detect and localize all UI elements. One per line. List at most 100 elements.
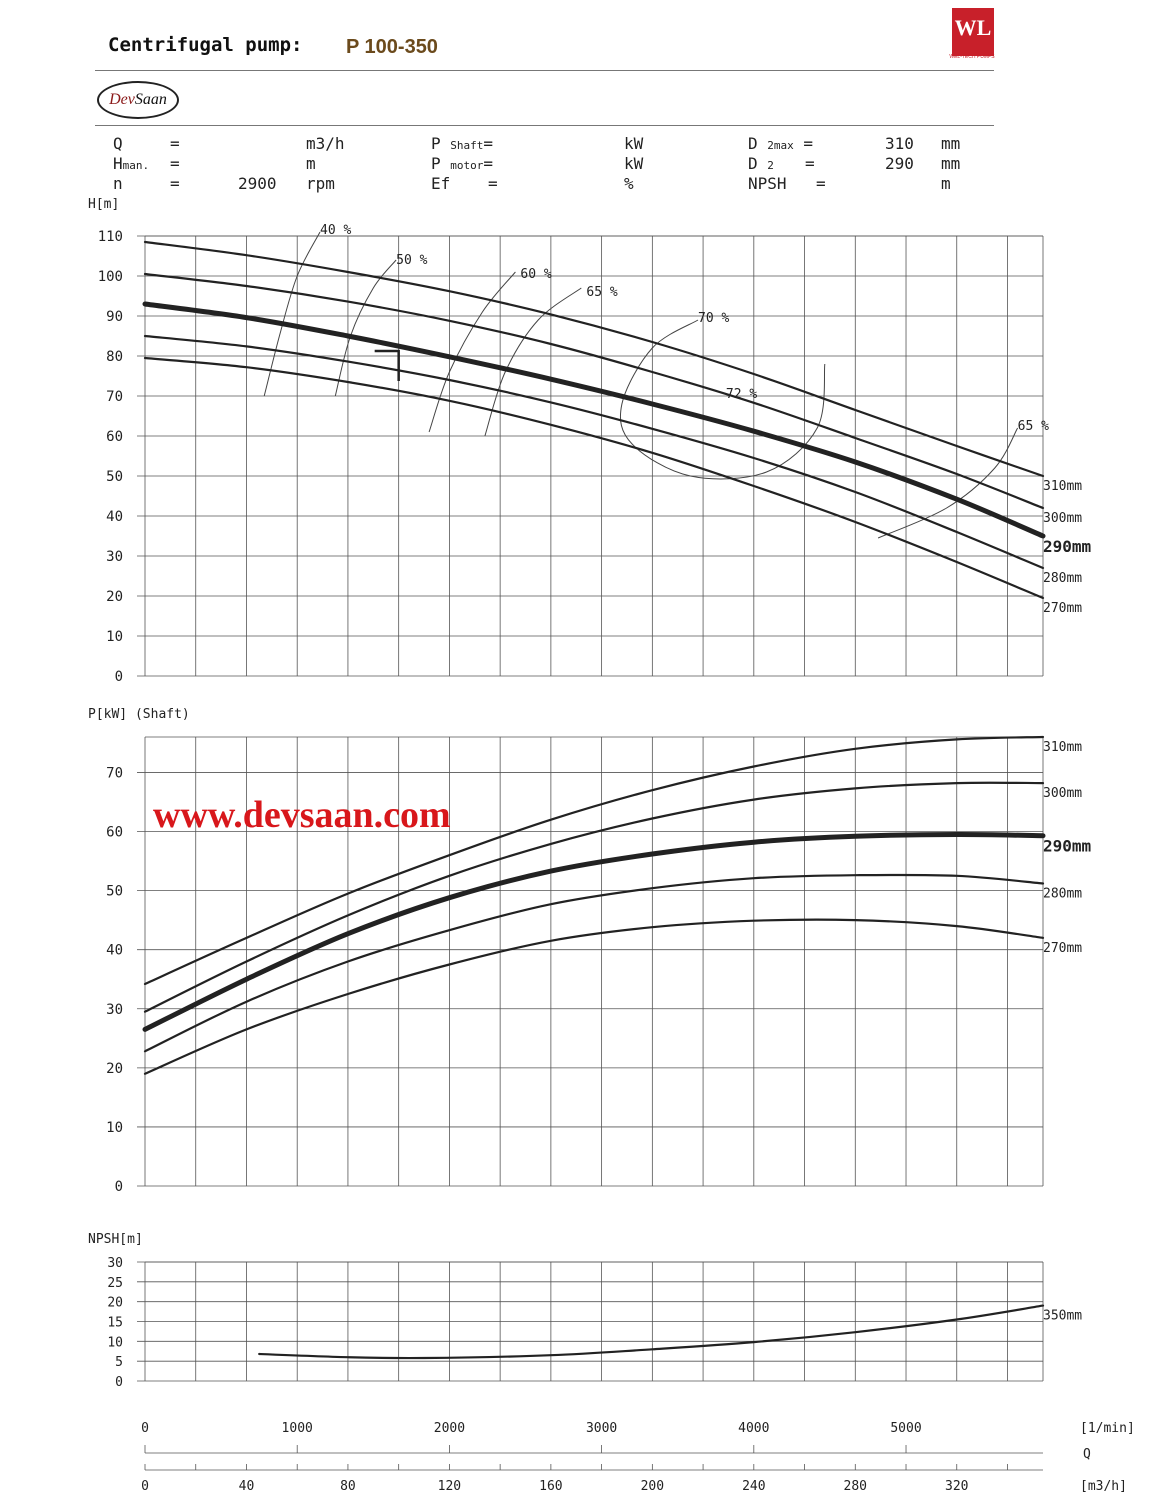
efficiency-label: 72 % [726,387,757,402]
param-h-unit: m [306,154,316,173]
brand-mark: WL [954,15,992,40]
y-tick-label: 30 [106,549,123,565]
y-tick-label: 60 [106,825,123,841]
param-d2-value: 290 [885,154,914,173]
param-p-motor: P motor= [431,154,493,173]
efficiency-label: 65 % [1018,419,1049,434]
param-label: Q [113,134,123,153]
y-axis-label: H[m] [88,197,119,212]
y-tick-label: 10 [106,1120,123,1136]
rpm-tick-label: 5000 [890,1421,921,1436]
y-tick-label: 110 [98,229,123,245]
series-curve-290mm [142,831,1046,1032]
param-sub: Shaft [450,139,484,152]
param-h: Hman. [113,154,149,173]
m3h-tick-label: 80 [340,1479,356,1494]
series-curve-310mm [143,735,1045,986]
efficiency-label: 40 % [320,223,351,238]
series-label: 300mm [1043,511,1082,526]
param-d2: D 2 [748,154,774,173]
y-tick-label: 15 [107,1316,123,1331]
efficiency-label: 50 % [396,253,427,268]
series-label: 290mm [1043,537,1092,556]
param-p-shaft: P Shaft= [431,134,493,153]
q-axis-label: Q [1083,1447,1091,1462]
y-tick-label: 30 [107,1256,123,1271]
param-d2max: D 2max = [748,134,813,153]
series-label: 280mm [1043,571,1082,586]
m3h-tick-label: 240 [742,1479,765,1494]
param-h-eq: = [170,154,180,173]
param-p-motor-unit: kW [624,154,644,173]
series-curve-270mm [143,356,1045,600]
m3h-tick-label: 280 [844,1479,867,1494]
param-n-eq: = [170,174,180,193]
param-n: n [113,174,123,193]
param-q: Q [113,134,123,153]
param-n-unit: rpm [306,174,335,193]
m3h-tick-label: 160 [539,1479,562,1494]
y-tick-label: 50 [106,884,123,900]
y-tick-label: 20 [106,1061,123,1077]
series-curve-300mm [143,781,1045,1013]
param-sub: man. [122,159,150,172]
m3h-tick-label: 0 [141,1479,149,1494]
y-tick-label: 50 [106,469,123,485]
param-label: P [431,134,441,153]
y-tick-label: 20 [107,1296,123,1311]
y-tick-label: 20 [106,589,123,605]
devsaan-logo: DevSaan [97,81,179,119]
param-sup: 2max [767,139,794,152]
efficiency-label: 60 % [520,267,551,282]
param-p-shaft-unit: kW [624,134,644,153]
y-tick-label: 60 [106,429,123,445]
pump-model: P 100-350 [346,36,438,58]
efficiency-contour [877,427,1019,539]
operating-point-marker [374,349,400,381]
series-curve-310mm [143,240,1045,478]
m3h-tick-label: 120 [438,1479,461,1494]
series-label: 290mm [1043,837,1092,856]
y-tick-label: 70 [106,765,123,781]
y-tick-label: 10 [107,1335,123,1350]
param-eq: = [483,154,494,173]
header-divider-top [95,70,994,71]
rpm-tick-label: 0 [141,1421,149,1436]
brand-caption: WEL-TECH PUMPS [949,54,995,60]
m3h-tick-label: 320 [945,1479,968,1494]
y-tick-label: 40 [106,943,123,959]
efficiency-contour [428,271,516,433]
param-n-value: 2900 [238,174,277,193]
y-tick-label: 10 [106,629,123,645]
series-curve-280mm [143,334,1045,570]
param-label: D [748,134,758,153]
efficiency-label: 65 % [586,285,617,300]
rpm-tick-label: 3000 [586,1421,617,1436]
y-tick-label: 25 [107,1276,123,1291]
param-d2max-unit: mm [941,134,961,153]
series-label: 310mm [1043,740,1082,755]
y-tick-label: 40 [106,509,123,525]
logo-saan-text: Saan [134,91,167,108]
param-label: H [113,154,123,173]
efficiency-contour [334,259,397,397]
param-ef-eq: = [488,174,498,193]
rpm-unit-label: [1/min] [1080,1421,1135,1436]
y-tick-label: 100 [98,269,123,285]
efficiency-contour [619,319,826,480]
y-axis-label: P[kW] (Shaft) [88,707,190,722]
brand-logo: WL [952,8,994,56]
series-label: 270mm [1043,941,1082,956]
series-curve-280mm [143,873,1045,1053]
param-npsh-eq: = [816,174,826,193]
param-d2-eq: = [805,154,815,173]
m3h-unit-label: [m3/h] [1080,1479,1127,1494]
param-ef: Ef [431,174,451,193]
y-tick-label: 5 [115,1355,123,1370]
param-label: P [431,154,441,173]
series-curve-270mm [143,918,1045,1075]
param-npsh: NPSH [748,174,787,193]
param-sub: 2 [767,159,774,172]
series-label: 270mm [1043,601,1082,616]
